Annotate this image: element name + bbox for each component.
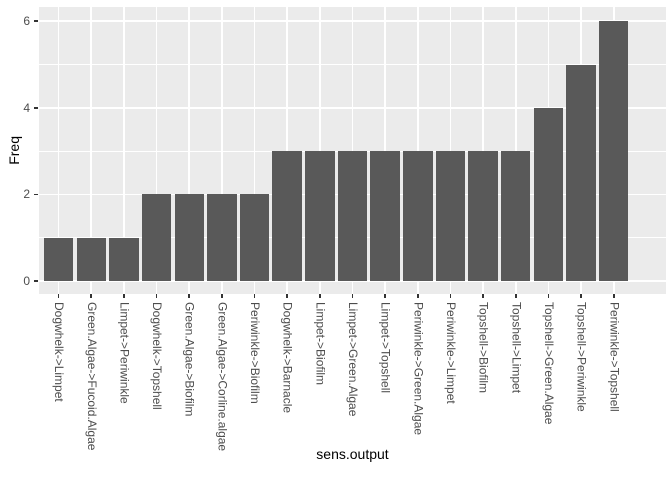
gridline-vertical [417,7,419,294]
bar [76,237,106,281]
x-tick-mark [449,294,452,298]
bar [174,194,204,281]
x-tick-label: Topshell->Periwinkle [574,302,589,412]
y-axis-title-wrap: Freq [6,7,22,294]
x-tick-mark [351,294,354,298]
y-tick-label: 2 [23,187,30,202]
x-tick-label: Periwinkle->Topshell [607,302,622,412]
y-tick-mark [34,193,38,196]
x-tick-label: Green.Algae->Biofilm [182,302,197,417]
y-tick-label: 4 [23,100,30,115]
gridline-vertical [319,7,321,294]
y-tick-label: 6 [23,14,30,29]
x-tick-label: Periwinkle->Biofilm [248,302,263,404]
gridline-vertical [188,7,190,294]
x-tick-label: Periwinkle->Green.Algae [411,302,426,436]
gridline-vertical [253,7,256,294]
x-tick-label: Dogwhelk->Barnacle [280,302,295,414]
x-tick-mark [384,294,386,298]
x-tick-mark [514,294,517,298]
y-axis-title: Freq [6,136,22,165]
gridline-vertical [449,7,452,294]
plot-panel [39,7,666,294]
x-tick-label: Dogwhelk->Limpet [52,302,67,402]
x-tick-label: Green.Algae->Corline.algae [215,302,230,452]
gridline-vertical [123,7,125,294]
gridline-vertical [384,7,386,294]
bar [566,64,596,281]
x-tick-label: Dogwhelk->Topshell [150,302,165,410]
x-tick-mark [123,294,125,298]
gridline-vertical [221,7,223,294]
bar [43,237,74,281]
bar [435,151,466,281]
x-tick-label: Green.Algae->Fucoid.Algae [84,302,99,451]
gridline-vertical [155,7,158,294]
x-tick-mark [319,294,321,298]
x-tick-mark [482,294,484,298]
gridline-vertical [351,7,354,294]
bar [468,151,498,281]
gridline-vertical [57,7,60,294]
x-tick-label: Topshell->Green.Algae [541,302,556,425]
y-tick-label: 0 [23,274,30,288]
x-tick-mark [188,294,190,298]
x-tick-mark [253,294,256,298]
gridline-vertical [90,7,93,294]
x-tick-mark [580,294,582,298]
bar [533,107,564,281]
x-tick-label: Limpet->Green.Algae [346,302,360,417]
bar [239,194,270,281]
x-tick-mark [417,294,419,298]
gridline-vertical [286,7,288,294]
y-tick-mark [34,280,38,282]
bar [272,151,302,281]
x-tick-label: Topshell->Limpet [509,302,524,394]
x-tick-mark [612,294,615,298]
x-tick-mark [286,294,288,298]
y-tick-mark [34,20,38,22]
y-tick-mark [34,107,38,109]
bar [305,151,335,281]
x-axis-title: sens.output [316,446,389,462]
bar [370,151,400,281]
x-tick-label: Limpet->Biofilm [313,302,328,386]
x-tick-mark [221,294,223,298]
bar [599,21,629,281]
x-tick-mark [547,294,550,298]
bar [501,151,531,281]
x-tick-mark [155,294,158,298]
x-tick-label: Limpet->Periwinkle [117,302,132,404]
x-tick-label: Limpet->Topshell [378,302,393,394]
bar [337,151,368,281]
gridline-vertical [482,7,484,294]
bar [403,151,433,281]
x-tick-label: Periwinkle->Limpet [443,302,458,404]
x-tick-mark [57,294,60,298]
gridline-vertical [514,7,517,294]
bar [207,194,237,281]
bar [141,194,172,281]
x-tick-mark [90,294,93,298]
x-tick-label: Topshell->Biofilm [476,302,491,394]
bar [109,237,139,281]
